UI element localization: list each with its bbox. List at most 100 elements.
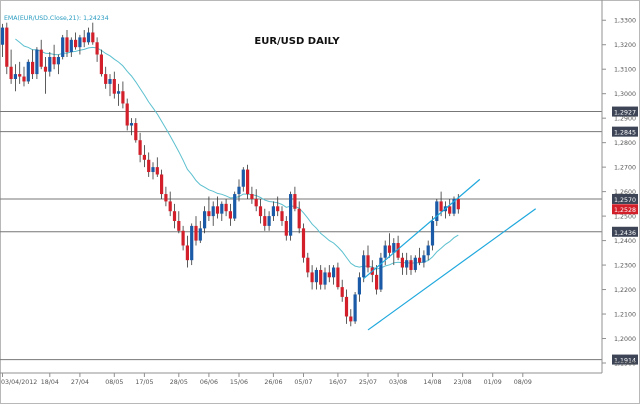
level-label: 1,2436 (614, 230, 636, 237)
candle-bearish (172, 211, 177, 221)
level-tag (612, 226, 638, 237)
candle-bullish (117, 91, 121, 94)
candle-bullish (198, 228, 202, 241)
x-tick-label: 14/08 (423, 379, 441, 386)
candle-bearish (228, 211, 232, 219)
candle-bearish (65, 37, 69, 53)
candle-bullish (61, 37, 65, 57)
y-tick-label: 1,2700 (614, 165, 636, 172)
candle-bearish (164, 194, 168, 202)
candle-bearish (263, 216, 267, 226)
candle-bullish (435, 201, 439, 221)
candle-bearish (250, 194, 254, 199)
candle-bearish (43, 66, 48, 72)
candle-bearish (310, 272, 314, 283)
x-tick-label: 26/06 (264, 379, 282, 386)
candle-bullish (392, 243, 396, 253)
current-price-label: 1,2528 (614, 207, 636, 214)
candle-bearish (155, 167, 159, 175)
candle-bullish (314, 269, 318, 283)
candle-bullish (69, 39, 73, 53)
candle-bearish (319, 269, 323, 285)
candle-bearish (327, 272, 331, 278)
candle-bearish (306, 257, 310, 273)
candle-bearish (125, 103, 129, 126)
candle-bearish (194, 225, 198, 241)
candle-bearish (366, 255, 370, 268)
x-tick-label: 27/04 (71, 379, 89, 386)
x-tick-label: 17/05 (135, 379, 153, 386)
candle-bullish (78, 37, 82, 48)
candle-bullish (129, 123, 134, 126)
candle-bearish (280, 211, 284, 221)
candle-bullish (35, 49, 39, 75)
candle-bearish (160, 174, 164, 195)
y-tick-label: 1,1900 (614, 361, 636, 368)
candle-bearish (82, 37, 86, 43)
candle-bullish (323, 272, 327, 285)
candle-bullish (220, 203, 224, 214)
candle-bullish (151, 167, 155, 173)
candle-bearish (258, 206, 263, 217)
candle-bullish (237, 186, 241, 195)
candle-bearish (297, 208, 301, 229)
candle-bullish (413, 257, 417, 270)
level-label: 1,2570 (614, 197, 636, 204)
level-label: 1,2927 (614, 110, 636, 117)
candle-bearish (349, 316, 353, 322)
candle-bullish (452, 198, 456, 214)
candle-bearish (400, 257, 404, 268)
candle-bullish (211, 206, 215, 217)
candle-bearish (181, 230, 185, 246)
candle-bearish (18, 74, 22, 77)
candle-bullish (405, 260, 409, 268)
candle-bullish (26, 61, 30, 82)
y-tick-label: 1,3000 (614, 91, 636, 98)
candle-bearish (224, 203, 228, 212)
candle-bullish (203, 211, 207, 229)
candle-bearish (31, 61, 35, 75)
x-tick-label: 03/04/2012 (1, 379, 37, 386)
candle-bearish (409, 260, 413, 270)
candle-bullish (233, 194, 237, 219)
x-tick-label: 28/05 (170, 379, 188, 386)
candle-bearish (121, 91, 125, 104)
level-tag (612, 126, 638, 137)
ema-line (15, 38, 459, 270)
y-tick-label: 1,2100 (614, 312, 636, 319)
candle-bearish (207, 211, 211, 217)
candle-bullish (362, 255, 366, 278)
candle-bearish (254, 198, 258, 207)
y-tick-label: 1,2600 (614, 189, 636, 196)
candle-bearish (344, 296, 349, 317)
level-tag (612, 354, 638, 365)
candle-bullish (271, 206, 275, 217)
candle-bearish (74, 39, 78, 48)
x-tick-label: 08/05 (105, 379, 123, 386)
y-tick-label: 1,2500 (614, 214, 636, 221)
candle-bearish (340, 287, 344, 297)
candle-bearish (112, 79, 116, 94)
candle-bullish (13, 74, 17, 79)
candle-bullish (0, 27, 5, 45)
candle-bearish (134, 123, 138, 141)
candle-bearish (52, 56, 56, 65)
candle-bearish (104, 74, 108, 84)
candle-bearish (185, 245, 189, 261)
candle-bearish (448, 206, 452, 214)
x-tick-label: 15/06 (230, 379, 248, 386)
y-tick-label: 1,3100 (614, 67, 636, 74)
candle-bearish (336, 267, 340, 288)
candle-bearish (9, 66, 13, 79)
candle-bullish (108, 79, 112, 84)
candle-bullish (241, 169, 245, 187)
candle-bearish (284, 221, 288, 236)
candle-bearish (387, 245, 392, 253)
x-tick-label: 08/09 (514, 379, 532, 386)
candle-bullish (289, 194, 293, 236)
channel-upper-line (363, 178, 481, 279)
candle-bearish (22, 76, 26, 82)
candle-bearish (276, 206, 280, 212)
candle-bearish (5, 27, 9, 67)
